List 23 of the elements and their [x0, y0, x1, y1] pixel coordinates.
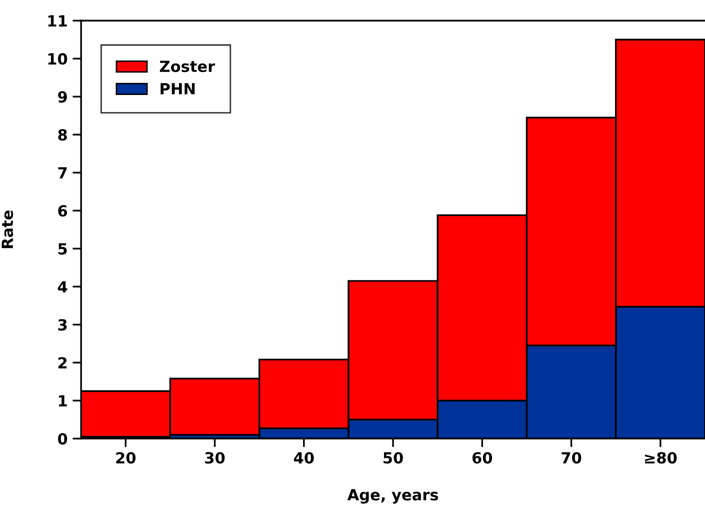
y-tick-label: 8: [58, 129, 67, 141]
x-tick-label: 50: [384, 452, 403, 464]
x-tick-label: 40: [294, 452, 314, 464]
x-tick-label: 60: [472, 452, 492, 464]
y-tick-label: 0: [58, 433, 68, 445]
y-tick-label: 3: [58, 319, 67, 331]
y-tick-label: 11: [48, 15, 67, 26]
y-tick-label: 1: [58, 395, 67, 406]
legend-label: Zoster: [160, 60, 216, 72]
y-tick-label: 9: [58, 91, 67, 103]
y-tick-label: 10: [48, 53, 68, 65]
y-tick-label: 7: [58, 167, 67, 178]
y-tick-label: 6: [58, 205, 68, 217]
y-tick-label: 4: [58, 281, 68, 292]
x-tick-label: ≥80: [645, 452, 677, 464]
legend-label: PHN: [160, 83, 195, 94]
x-tick-label: 30: [205, 452, 225, 464]
x-tick-label: 70: [562, 452, 582, 464]
y-tick-label: 5: [58, 243, 67, 255]
x-tick-label: 20: [116, 452, 136, 464]
y-tick-label: 2: [58, 357, 67, 368]
y-axis-title: Rate: [2, 210, 14, 248]
x-axis-title: Age, years: [347, 489, 438, 504]
